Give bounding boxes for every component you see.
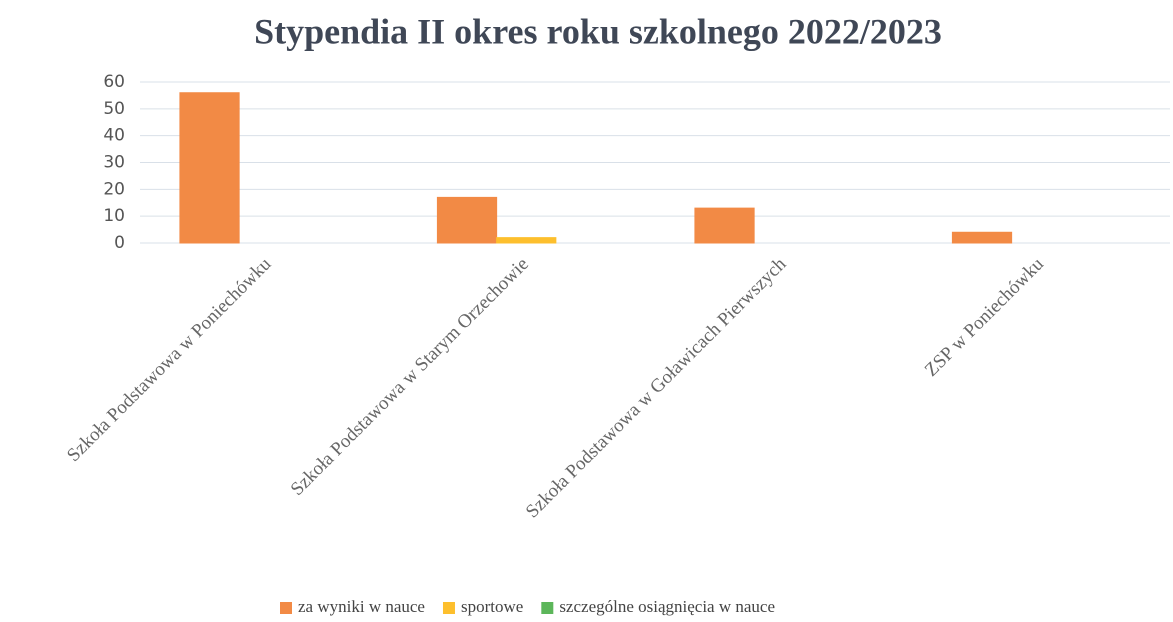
legend-label: szczególne osiągnięcia w nauce bbox=[559, 597, 775, 616]
x-tick-label: ZSP w Poniechówku bbox=[921, 253, 1048, 380]
legend-swatch bbox=[442, 602, 455, 614]
y-tick-label: 40 bbox=[103, 126, 125, 146]
bar bbox=[496, 237, 557, 244]
y-tick-label: 30 bbox=[103, 153, 125, 173]
x-tick-label: Szkoła Podstawowa w Goławicach Pierwszyc… bbox=[522, 253, 791, 522]
y-tick-label: 50 bbox=[103, 99, 125, 119]
legend-swatch bbox=[280, 602, 292, 614]
legend-label: za wyniki w nauce bbox=[298, 597, 425, 616]
bar bbox=[436, 196, 498, 244]
x-tick-label: Szkoła Podstawowa w Starym Orzechowie bbox=[287, 254, 533, 500]
legend-label: sportowe bbox=[461, 597, 523, 616]
bar bbox=[694, 207, 755, 244]
y-tick-label: 0 bbox=[114, 233, 125, 253]
x-tick-label: Szkoła Podstawowa w Poniechówku bbox=[63, 253, 276, 466]
bar bbox=[179, 92, 240, 244]
legend-swatch bbox=[541, 602, 554, 614]
chart-title: Stypendia II okres roku szkolnego 2022/2… bbox=[254, 11, 942, 51]
bar bbox=[951, 231, 1013, 244]
legend: za wyniki w nauce sportowe szczególne osią… bbox=[280, 597, 775, 616]
y-tick-label: 60 bbox=[103, 72, 125, 92]
y-tick-label: 20 bbox=[103, 179, 125, 199]
y-tick-label: 10 bbox=[103, 206, 125, 226]
